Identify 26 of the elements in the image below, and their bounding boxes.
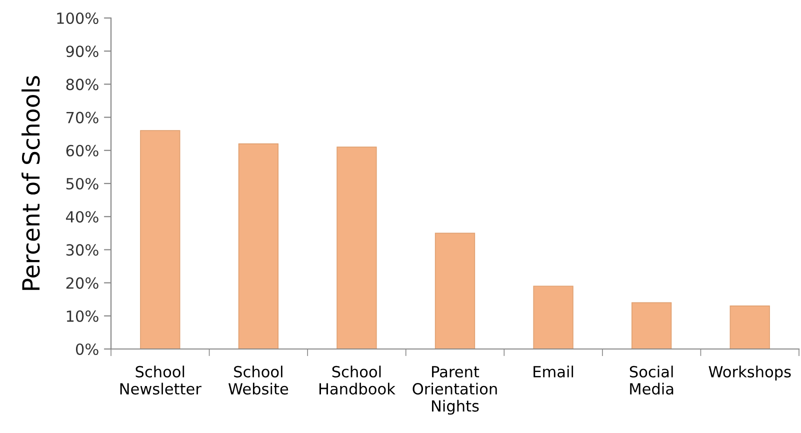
bar: [238, 143, 279, 349]
y-tick-label: 70%: [66, 112, 98, 124]
x-tick-label: School Handbook: [319, 366, 396, 395]
x-tick-label: Parent Orientation Nights: [412, 366, 497, 415]
y-tick-label: 80%: [66, 78, 98, 90]
x-tick-label: Workshops: [708, 366, 791, 380]
y-tick-label: 50%: [66, 178, 98, 190]
y-tick-label: 100%: [57, 12, 98, 24]
bar: [631, 302, 672, 349]
y-tick-label: 10%: [66, 310, 98, 322]
y-tick-label: 40%: [66, 211, 98, 223]
x-tick-label: School Newsletter: [120, 366, 202, 395]
bar: [434, 232, 476, 349]
bar: [140, 130, 180, 349]
y-tick-label: 30%: [66, 244, 98, 256]
y-tick-label: 20%: [66, 277, 98, 289]
y-tick-label: 90%: [66, 46, 98, 58]
bar: [533, 286, 574, 349]
y-tick-label: 0%: [76, 343, 98, 356]
x-tick-label: School Website: [228, 366, 288, 395]
y-axis-title: Percent of Schools: [22, 76, 40, 290]
x-tick-label: Email: [534, 366, 574, 378]
bar: [730, 306, 770, 349]
y-tick-label: 60%: [66, 144, 98, 156]
bar: [336, 146, 377, 349]
x-tick-label: Social Media: [630, 366, 674, 395]
